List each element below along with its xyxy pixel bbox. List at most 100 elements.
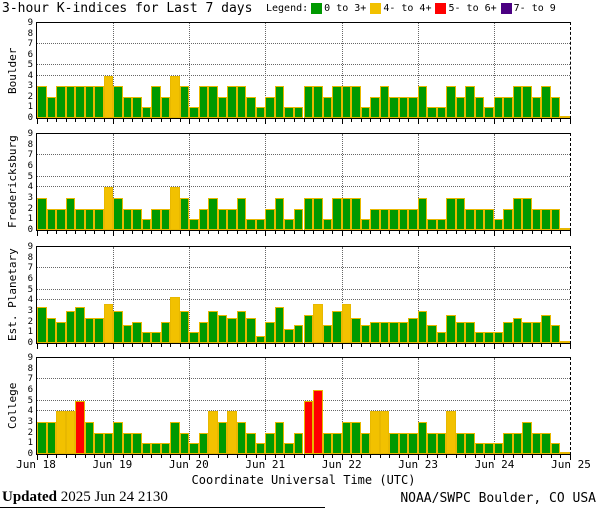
axis-tick	[436, 231, 438, 234]
k-index-bar	[313, 390, 323, 454]
axis-tick	[198, 455, 200, 458]
axis-tick	[84, 344, 86, 347]
axis-tick	[427, 119, 429, 122]
axis-tick	[446, 455, 448, 458]
k-index-bar	[246, 219, 256, 230]
k-gridline	[37, 74, 570, 76]
y-axis-tick-label: 6	[27, 49, 33, 60]
axis-tick	[293, 119, 295, 122]
y-axis-tick-label: 3	[27, 306, 33, 317]
k-index-bar	[94, 318, 104, 343]
axis-tick	[56, 231, 58, 234]
k-index-bar	[446, 198, 456, 230]
k-index-bar	[246, 432, 256, 454]
k-index-bar	[198, 321, 209, 343]
axis-tick	[313, 231, 315, 234]
k-index-bar	[313, 198, 323, 230]
k-index-bar	[293, 208, 304, 230]
y-axis-tick-label: 9	[27, 18, 33, 28]
k-index-bar	[379, 321, 390, 343]
x-axis-day-label: Jun 23	[398, 458, 439, 471]
axis-tick	[360, 119, 362, 122]
k-index-bar	[408, 96, 418, 118]
axis-tick	[46, 344, 48, 347]
day-gridline	[265, 134, 267, 230]
k-index-bar	[84, 208, 95, 230]
axis-tick	[113, 231, 115, 236]
axis-tick	[103, 455, 105, 458]
k-index-bar	[436, 432, 447, 454]
axis-tick	[198, 119, 200, 122]
k-index-bar	[255, 219, 266, 230]
axis-tick	[465, 344, 467, 347]
y-axis-tick-label: 0	[27, 338, 33, 348]
legend-item: 0 to 3+	[311, 3, 366, 14]
k-index-bar	[351, 198, 361, 230]
k-index-bar	[179, 311, 190, 343]
day-gridline	[341, 358, 343, 454]
plot-area	[37, 247, 571, 349]
k-index-bar	[398, 96, 409, 118]
axis-tick	[370, 455, 372, 458]
updated-value: 2025 Jun 24 2130	[60, 489, 168, 505]
axis-tick	[265, 344, 267, 349]
k-index-bar	[531, 208, 542, 230]
k-index-bar	[246, 96, 256, 118]
k-index-bar	[65, 311, 76, 343]
k-index-bar	[265, 96, 275, 118]
y-axis-tick-label: 5	[27, 395, 33, 406]
axis-tick	[408, 344, 410, 347]
k-index-bar	[46, 422, 57, 454]
axis-tick	[217, 344, 219, 347]
axis-tick	[541, 119, 543, 122]
y-axis-tick-label: 6	[27, 274, 33, 285]
y-axis-tick-label: 9	[27, 129, 33, 139]
k-index-bar	[274, 422, 285, 454]
k-index-bar	[493, 332, 504, 343]
axis-tick	[351, 455, 353, 458]
axis-tick	[493, 455, 495, 460]
k-index-bar	[379, 86, 390, 118]
k-index-bar	[417, 422, 428, 454]
axis-tick	[351, 344, 353, 347]
k-index-bar	[541, 208, 551, 230]
axis-tick	[522, 344, 524, 347]
axis-tick	[379, 231, 381, 234]
axis-tick	[37, 119, 38, 124]
k-index-bar	[179, 198, 190, 230]
k-index-bar	[189, 443, 199, 454]
k-index-bar	[65, 86, 76, 118]
axis-tick	[151, 119, 153, 122]
legend-items: 0 to 3+ 4- to 4+ 5- to 6+ 7- to 9	[311, 3, 556, 14]
x-axis-title: Coordinate Universal Time (UTC)	[191, 473, 416, 487]
axis-tick	[84, 231, 86, 234]
k-index-bar	[122, 325, 133, 343]
axis-tick	[389, 455, 391, 458]
axis-tick	[255, 344, 257, 347]
k-gridline	[37, 288, 570, 290]
axis-tick	[455, 344, 457, 347]
k-index-bar	[370, 321, 380, 343]
y-axis-tick-label: 3	[27, 193, 33, 204]
axis-tick	[227, 344, 229, 347]
k-index-bar	[389, 321, 399, 343]
k-index-bar	[46, 318, 57, 343]
day-gridline	[493, 358, 495, 454]
k-index-bar	[465, 432, 475, 454]
y-axis-tick-label: 7	[27, 263, 33, 274]
k-index-bar	[56, 208, 66, 230]
axis-tick	[189, 119, 191, 124]
k-index-bar	[550, 208, 561, 230]
axis-tick	[170, 231, 172, 234]
k-index-bar	[322, 325, 333, 343]
axis-tick	[436, 455, 438, 458]
axis-tick	[198, 231, 200, 234]
k-index-bar	[332, 311, 342, 343]
axis-tick	[493, 231, 495, 236]
axis-tick	[427, 231, 429, 234]
k-index-bar	[512, 198, 523, 230]
axis-tick	[446, 344, 448, 347]
k-gridline	[37, 378, 570, 380]
y-axis-tick-label: 3	[27, 417, 33, 428]
